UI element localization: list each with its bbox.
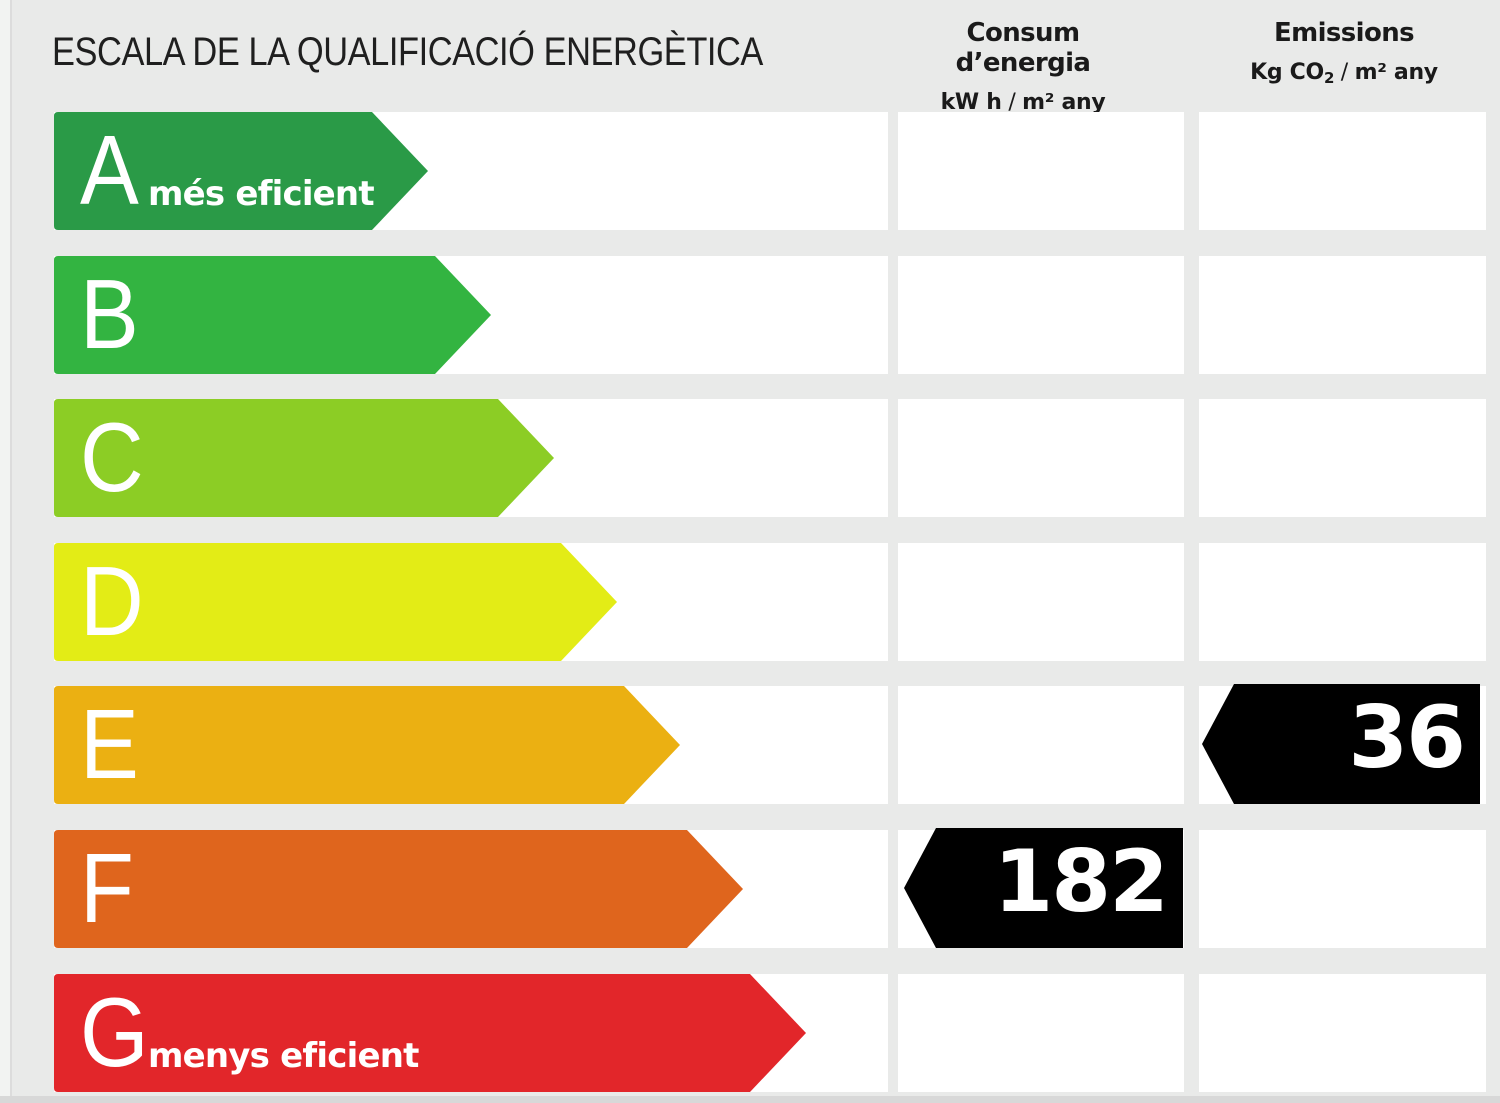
emissions-cell [1199, 399, 1486, 517]
energy-cell [898, 974, 1184, 1092]
class-arrow [54, 686, 680, 804]
emissions-unit: Kg CO2 / m² any [1250, 60, 1438, 87]
class-arrow [54, 830, 743, 948]
energy-heading: Consum d’energia [955, 18, 1091, 78]
class-arrow [54, 974, 806, 1092]
energy-cell [898, 256, 1184, 374]
class-letter: B [80, 259, 139, 369]
energy-unit: kW h / m² any [940, 90, 1106, 115]
class-arrow [54, 256, 491, 374]
energy-rating-value: 182 [993, 832, 1169, 932]
class-bar-f: F [54, 830, 743, 948]
class-letter: D [80, 546, 144, 656]
class-caption: més eficient [148, 174, 375, 214]
emissions-cell [1199, 112, 1486, 230]
energy-column-header: Consum d’energia kW h / m² any [898, 18, 1148, 115]
energy-rating-indicator: 182 [900, 828, 1183, 948]
class-letter: F [80, 833, 134, 943]
emissions-heading: Emissions [1273, 18, 1415, 48]
emissions-cell [1199, 256, 1486, 374]
class-arrow [54, 112, 428, 230]
energy-cell [898, 543, 1184, 661]
class-letter: A [80, 115, 139, 225]
energy-cell [898, 399, 1184, 517]
class-bar-b: B [54, 256, 491, 374]
emissions-rating-indicator: 36 [1198, 684, 1480, 804]
emissions-rating-value: 36 [1348, 688, 1466, 788]
class-bar-e: E [54, 686, 680, 804]
emissions-cell [1199, 830, 1486, 948]
emissions-indicator-arrow [1202, 684, 1480, 804]
scale-title: ESCALA DE LA QUALIFICACIÓ ENERGÈTICA [52, 30, 763, 74]
class-bar-d: D [54, 543, 617, 661]
bottom-rule [0, 1096, 1500, 1103]
energy-indicator-arrow [904, 828, 1183, 948]
class-letter: E [80, 689, 139, 799]
energy-cell [898, 686, 1184, 804]
energy-cell [898, 112, 1184, 230]
class-arrow [54, 543, 617, 661]
class-caption: menys eficient [148, 1036, 419, 1076]
class-bar-c: C [54, 399, 554, 517]
class-letter: G [80, 977, 149, 1087]
class-arrow [54, 399, 554, 517]
emissions-cell [1199, 543, 1486, 661]
class-letter: C [80, 402, 144, 512]
emissions-cell [1199, 974, 1486, 1092]
emissions-column-header: Emissions Kg CO2 / m² any [1200, 18, 1488, 87]
